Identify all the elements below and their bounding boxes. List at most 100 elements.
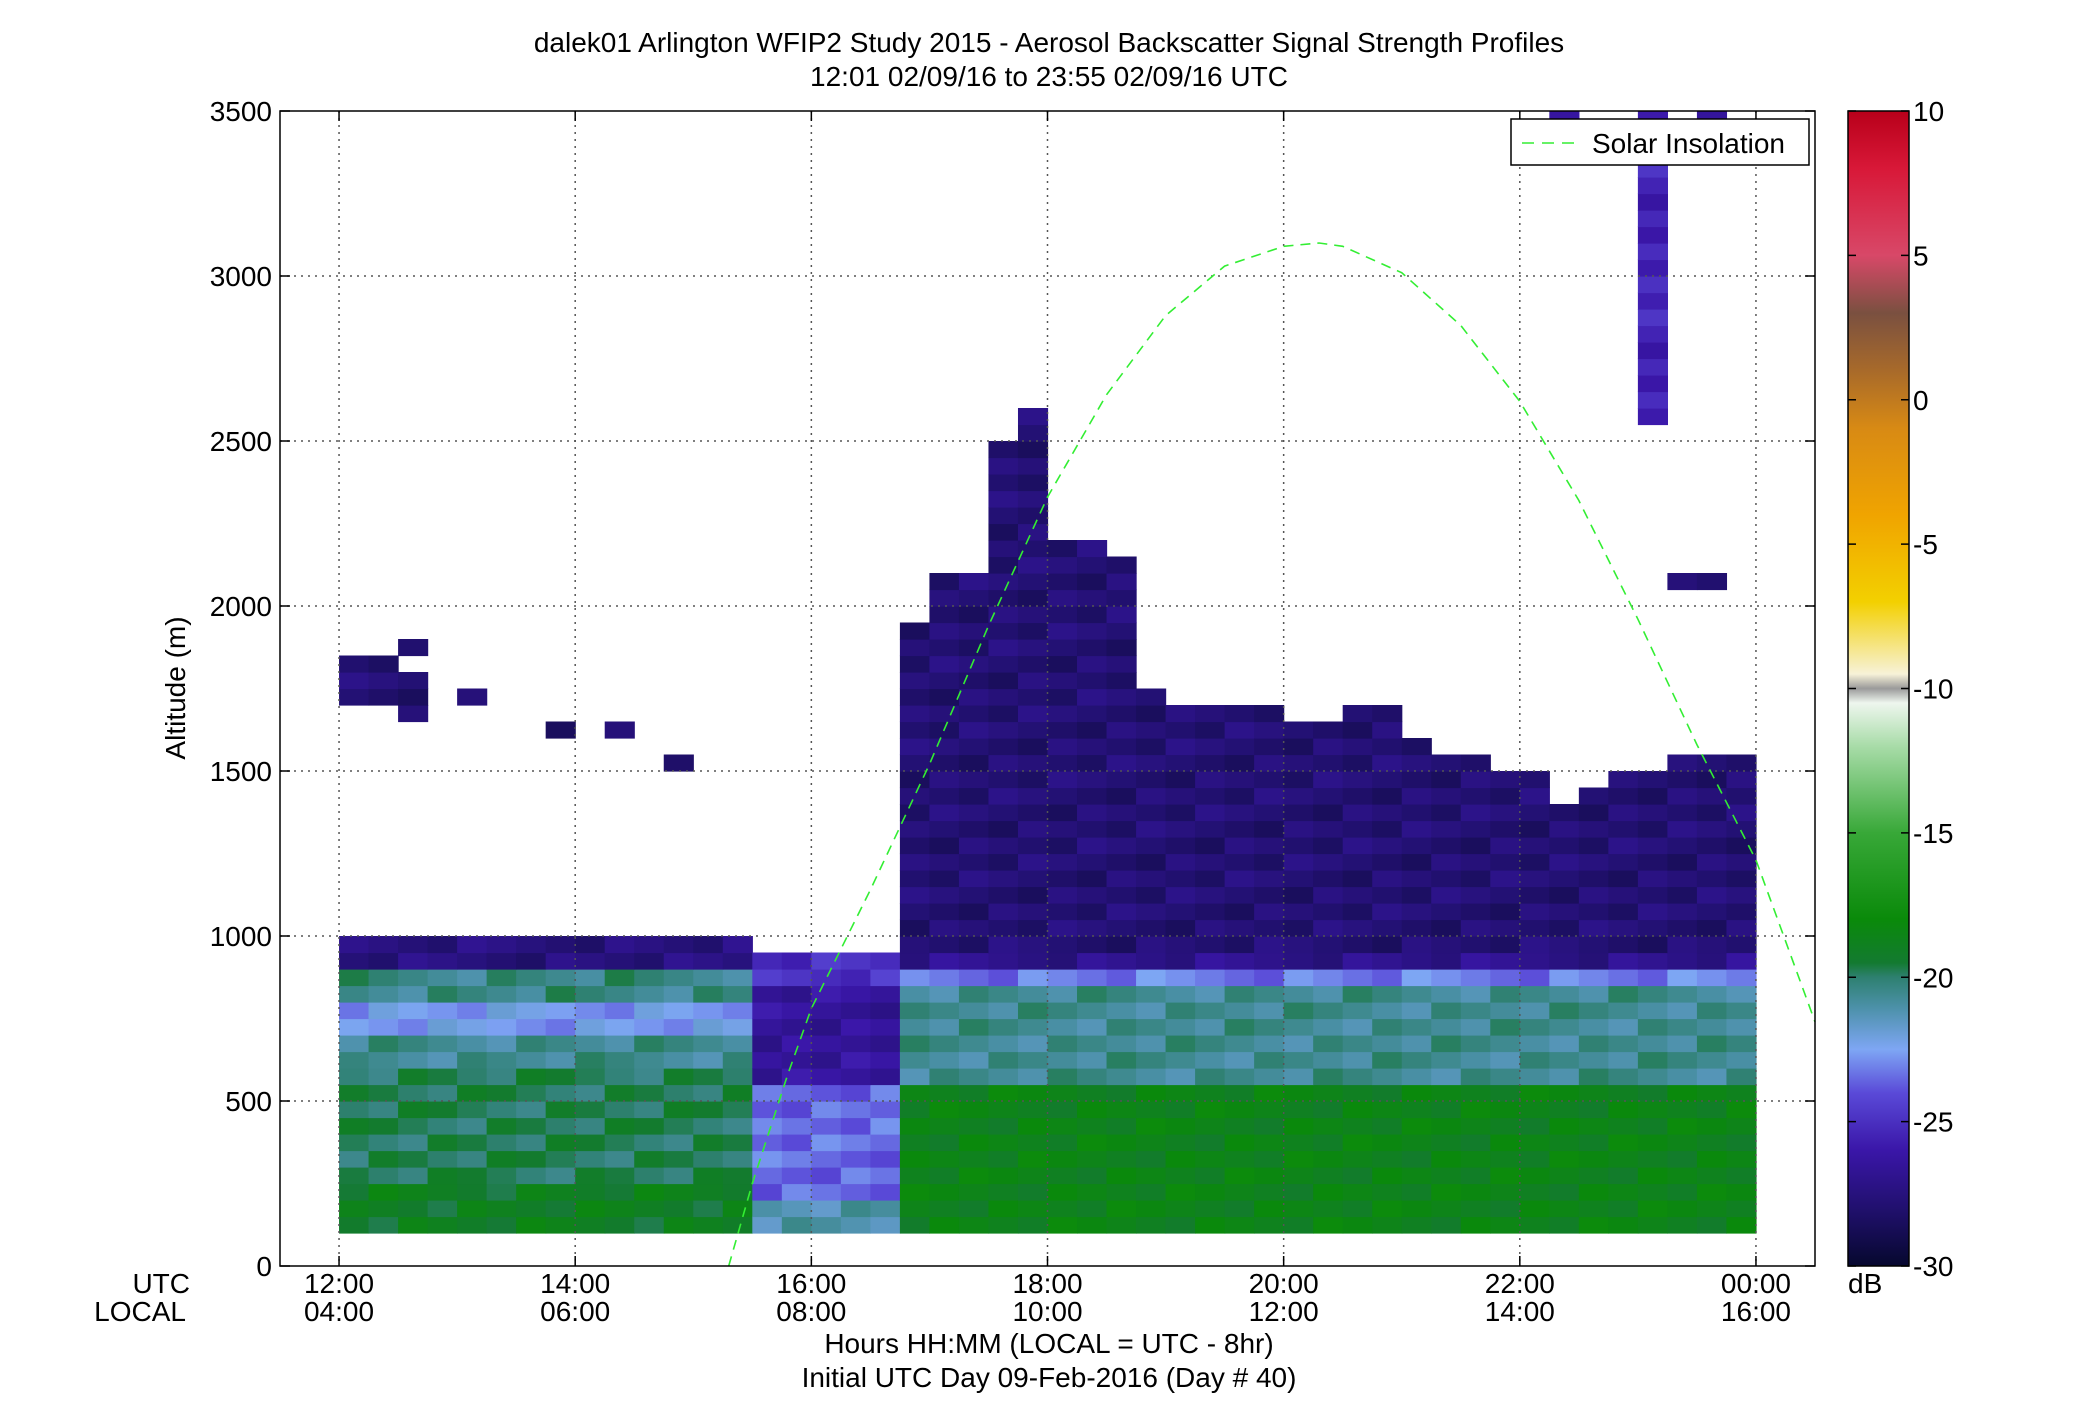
heatmap-cell [1017,408,1049,426]
heatmap-cell [1519,1134,1550,1152]
heatmap-cell [575,1183,606,1201]
heatmap-cell [427,1051,458,1069]
heatmap-cell [516,1101,547,1119]
heatmap-cell [663,985,694,1003]
heatmap-cell [693,1002,724,1020]
heatmap-cell [870,1051,901,1069]
heatmap-cell [1195,853,1226,871]
heatmap-cell [1283,1200,1314,1218]
heatmap-cell [1431,1150,1462,1168]
heatmap-cell [1283,1068,1314,1086]
heatmap-cell [988,1200,1019,1218]
heatmap-cell [1313,1150,1344,1168]
heatmap-cell [339,1068,370,1086]
heatmap-cell [752,1183,783,1201]
heatmap-cell [1372,837,1403,855]
heatmap-cell [1106,606,1137,624]
heatmap-cell [1460,985,1491,1003]
heatmap-cell [1460,1167,1491,1185]
heatmap-cell [958,1167,990,1185]
heatmap-cell [1431,952,1462,970]
heatmap-cell [575,1051,606,1069]
heatmap-cell [1490,886,1521,904]
heatmap-cell [1637,243,1668,261]
heatmap-cell [1342,1035,1373,1053]
heatmap-cell [1460,1002,1491,1020]
heatmap-cell [1342,771,1373,789]
heatmap-cell [1313,952,1344,970]
heatmap-cell [929,771,960,789]
heatmap-cell [929,1051,960,1069]
heatmap-cell [486,1084,517,1102]
heatmap-cell [1637,391,1668,409]
heatmap-cell [398,1150,429,1168]
heatmap-cell [398,985,429,1003]
heatmap-cell [1283,952,1314,970]
heatmap-cell [457,1150,488,1168]
heatmap-cell [1017,1150,1049,1168]
heatmap-cell [1283,1183,1314,1201]
heatmap-cell [1047,738,1078,756]
heatmap-cell [1549,1051,1580,1069]
heatmap-cell [958,919,990,937]
heatmap-cell [1431,787,1462,805]
heatmap-cell [1017,622,1049,640]
heatmap-cell [1047,903,1078,921]
heatmap-cell [1578,804,1609,822]
heatmap-cell [988,1183,1019,1201]
heatmap-cell [1637,1134,1668,1152]
heatmap-cell [1549,1167,1580,1185]
heatmap-cell [1077,1101,1108,1119]
heatmap-cell [1017,936,1049,954]
y-axis-ticks: 0 500 1000 1500 2000 2500 3000 3500 [210,96,1815,1282]
heatmap-cell [1077,754,1108,772]
legend-box [1510,118,1810,166]
heatmap-cell [634,1051,665,1069]
heatmap-cell [899,754,931,772]
heatmap-cell [1519,1035,1550,1053]
heatmap-cell [1077,820,1108,838]
heatmap-cell [1283,1216,1314,1234]
chart-subtitle: 12:01 02/09/16 to 23:55 02/09/16 UTC [810,61,1288,92]
colorbar-tick-label: 10 [1913,96,1944,127]
heatmap-cell [1578,1101,1609,1119]
heatmap-cell [1667,952,1698,970]
heatmap-cell [663,1002,694,1020]
heatmap-cell [1195,1200,1226,1218]
heatmap-cell [811,1084,842,1102]
heatmap-cell [604,1167,635,1185]
heatmap-cell [1549,919,1580,937]
heatmap-cell [1136,886,1167,904]
heatmap-cell [1195,1150,1226,1168]
heatmap-cell [1401,820,1432,838]
heatmap-cell [457,1117,488,1135]
heatmap-cell [545,985,576,1003]
heatmap-cell [1313,721,1344,739]
heatmap-cell [752,1150,783,1168]
heatmap-cell [870,1183,901,1201]
heatmap-cell [988,507,1019,525]
heatmap-cell [929,1084,960,1102]
heatmap-cell [368,1101,399,1119]
heatmap-cell [1726,952,1757,970]
heatmap-cell [575,952,606,970]
heatmap-cell [1342,936,1373,954]
colorbar-tick-label: -5 [1913,529,1938,560]
heatmap-cell [1195,1051,1226,1069]
heatmap-cell [1726,853,1757,871]
heatmap-cell [1106,787,1137,805]
heatmap-cell [1490,1183,1521,1201]
heatmap-cell [1401,1216,1432,1234]
heatmap-cell [1460,754,1491,772]
heatmap-cell [958,688,990,706]
heatmap-cell [1372,1117,1403,1135]
heatmap-cell [929,837,960,855]
heatmap-cell [1460,1084,1491,1102]
heatmap-cell [929,589,960,607]
heatmap-cell [1372,903,1403,921]
heatmap-cell [339,1150,370,1168]
heatmap-cell [1017,457,1049,475]
heatmap-cell [1578,1051,1609,1069]
colorbar-tick-label: -20 [1913,962,1953,993]
heatmap-cell [1608,820,1639,838]
